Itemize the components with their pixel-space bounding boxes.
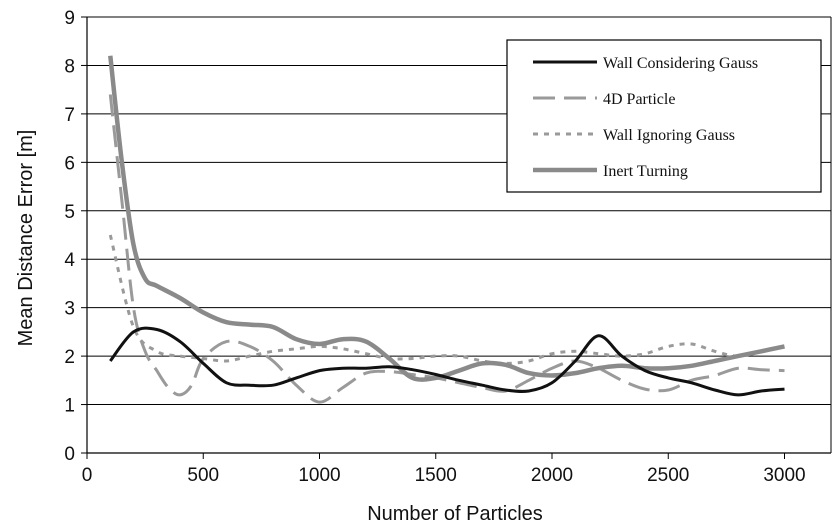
y-tick-label: 0 [64, 444, 75, 465]
x-axis-label: Number of Particles [367, 503, 543, 525]
y-tick-label: 6 [64, 153, 75, 174]
series-line-wall-ignoring-gauss [108, 234, 785, 365]
tick-labels: 0 1 2 3 4 5 6 7 8 9 0 500 1000 1500 2000 2500 3000 [64, 8, 805, 486]
legend-label: 4D Particle [603, 91, 675, 108]
y-tick-label: 5 [64, 202, 75, 223]
legend-box [506, 39, 822, 193]
legend: Wall Considering Gauss 4D Particle Wall Ig… [506, 39, 822, 193]
y-tick-label: 7 [64, 105, 75, 126]
axes [81, 16, 832, 459]
y-tick-label: 4 [64, 250, 75, 271]
x-tick-label: 0 [82, 465, 93, 486]
series-line-inert-turning [108, 55, 785, 382]
legend-label: Wall Ignoring Gauss [603, 127, 735, 144]
y-tick-label: 3 [64, 299, 75, 320]
series-line-wall-considering-gauss [109, 326, 785, 397]
legend-label: Wall Considering Gauss [603, 55, 758, 72]
series-layer [108, 55, 785, 404]
y-axis-label: Mean Distance Error [m] [15, 130, 37, 347]
y-tick-label: 9 [64, 8, 75, 29]
x-tick-label: 1500 [415, 465, 457, 486]
legend-label: Inert Turning [603, 163, 688, 180]
x-tick-label: 3000 [763, 465, 805, 486]
y-tick-label: 8 [64, 56, 75, 77]
y-tick-label: 2 [64, 347, 75, 368]
y-tick-label: 1 [64, 396, 75, 417]
x-tick-label: 2500 [647, 465, 689, 486]
x-tick-label: 1000 [298, 465, 340, 486]
x-tick-label: 2000 [531, 465, 573, 486]
x-tick-label: 500 [187, 465, 219, 486]
gridlines [87, 16, 831, 406]
